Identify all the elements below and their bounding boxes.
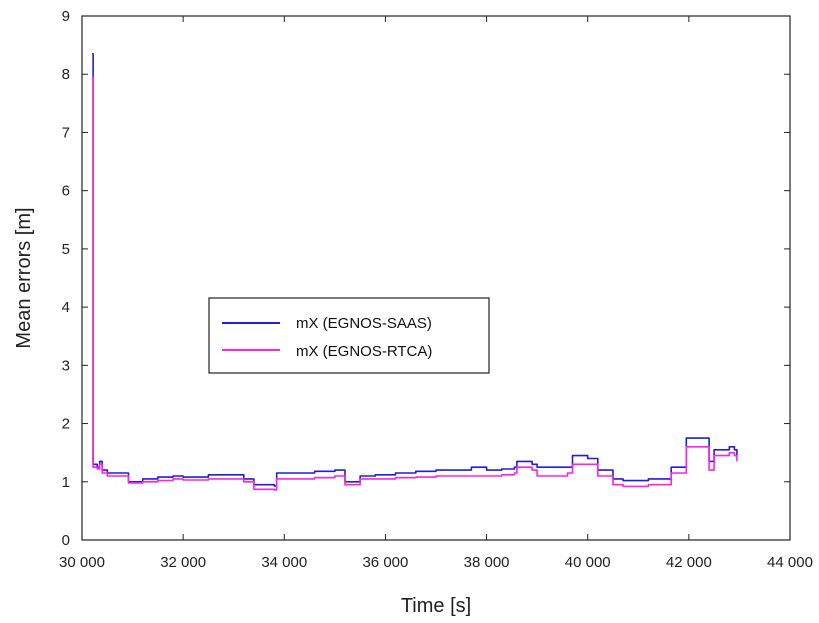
x-tick-label: 40 000	[565, 554, 611, 571]
y-tick-label: 3	[62, 357, 70, 374]
legend-label-rtca: mX (EGNOS-RTCA)	[296, 343, 432, 360]
legend-label-saas: mX (EGNOS-SAAS)	[296, 315, 432, 332]
series-line-egnos-saas	[92, 53, 738, 487]
series-line-egnos-rtca	[92, 76, 738, 491]
x-tick-label: 32 000	[160, 554, 206, 571]
legend-box	[208, 297, 490, 374]
legend: mX (EGNOS-SAAS) mX (EGNOS-RTCA)	[208, 297, 490, 374]
plot-frame	[81, 15, 791, 541]
y-tick-label: 4	[62, 299, 70, 316]
y-tick-label: 6	[62, 183, 70, 200]
x-tick-label: 38 000	[464, 554, 510, 571]
axes-group: 30 000 32 000 34 000 36 000 38 000 40 000 42 0…	[59, 8, 813, 571]
y-tick-label: 8	[62, 66, 70, 83]
x-tick-label: 42 000	[666, 554, 712, 571]
y-tick-label: 2	[62, 416, 70, 433]
y-tick-label: 1	[62, 474, 70, 491]
x-axis-title: Time [s]	[401, 595, 471, 617]
x-tick-label: 44 000	[767, 554, 813, 571]
x-tick-label: 36 000	[362, 554, 408, 571]
y-tick-label: 7	[62, 124, 70, 141]
y-tick-label: 5	[62, 241, 70, 258]
x-tick-label: 30 000	[59, 554, 105, 571]
series-layer	[92, 53, 738, 491]
y-tick-label: 0	[62, 532, 70, 549]
y-axis-title: Mean errors [m]	[13, 207, 35, 348]
y-tick-label: 9	[62, 8, 70, 25]
x-tick-label: 34 000	[261, 554, 307, 571]
